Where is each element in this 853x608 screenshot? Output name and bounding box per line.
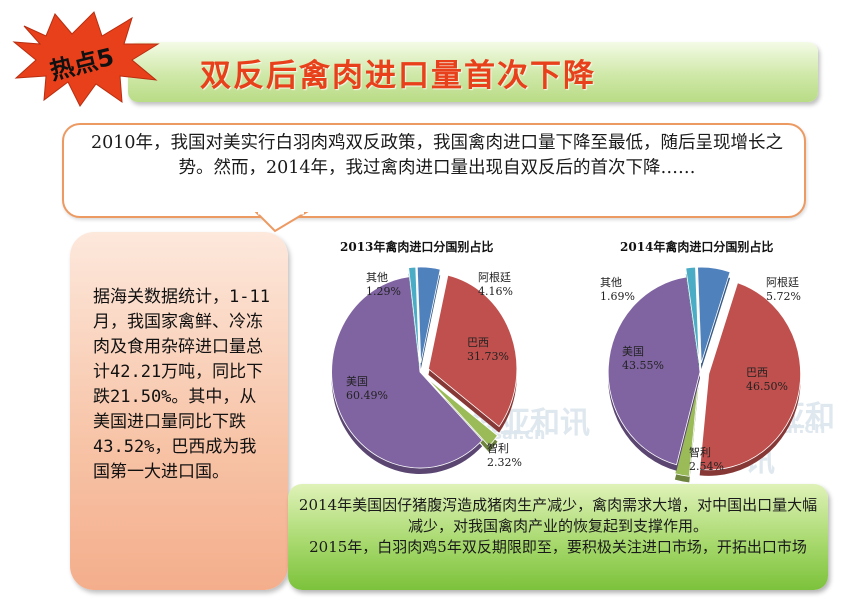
pie-slice-2013-brazil <box>428 274 518 428</box>
starburst-icon <box>12 11 160 107</box>
pie-slice-2013-other <box>408 266 420 364</box>
label-2013-chile: 智利 2.32% <box>487 442 522 469</box>
label-2014-brazil: 巴西 46.50% <box>746 366 788 393</box>
pie-slice-2014-usa <box>607 276 701 466</box>
pie-slice-2013-argentina <box>416 266 441 364</box>
summary-line-2014: 2014年美国因仔猪腹泻造成猪肉生产减少，禽肉需求大增，对中国出口量大幅减少，对… <box>298 496 818 535</box>
pie-slice-2013-chile <box>426 377 498 447</box>
intro-text: 2010年，我国对美实行白羽肉鸡双反政策，我国禽肉进口量下降至最低，随后呈现增长… <box>90 133 784 178</box>
summary-panel <box>288 484 828 590</box>
pie-chart-2013 <box>331 266 518 474</box>
label-2014-chile: 智利 2.54% <box>689 446 724 473</box>
summary-line-2015: 2015年，白羽肉鸡5年双反期限即至，要积极关注进口市场，开拓出口市场 <box>309 538 807 556</box>
label-2014-usa: 美国 43.55% <box>622 345 664 372</box>
pie-slice-2013-usa <box>331 276 483 469</box>
pie-slice-2014-other <box>685 266 700 364</box>
pie-slice-2014-argentina <box>697 266 731 364</box>
statistics-text: 据海关数据统计，1-11月，我国家禽鲜、冷冻肉及食用杂碎进口量总计42.21万吨… <box>93 287 270 482</box>
label-2014-argentina: 阿根廷 5.72% <box>766 276 801 303</box>
chart-title-2013: 2013年禽肉进口分国别占比 <box>340 240 494 254</box>
label-2014-other: 其他 1.69% <box>600 276 635 303</box>
intro-callout <box>62 123 806 218</box>
label-2013-brazil: 巴西 31.73% <box>467 336 509 363</box>
hot-topic-badge: 热点5 <box>12 11 160 107</box>
label-2013-usa: 美国 60.49% <box>346 375 388 402</box>
label-2013-other: 其他 1.29% <box>366 271 401 298</box>
pie-chart-2014 <box>607 266 802 483</box>
summary-text: 2014年美国因仔猪腹泻造成猪肉生产减少，禽肉需求大增，对中国出口量大幅减少，对… <box>296 495 820 558</box>
pie-slice-2014-brazil <box>699 282 802 471</box>
callout-pointer <box>255 211 309 233</box>
label-2013-argentina: 阿根廷 4.16% <box>478 271 513 298</box>
chart-title-2014: 2014年禽肉进口分国别占比 <box>620 240 774 254</box>
statistics-panel <box>70 232 288 590</box>
title-banner <box>128 42 818 102</box>
page-title: 双反后禽肉进口量首次下降 <box>200 58 596 94</box>
